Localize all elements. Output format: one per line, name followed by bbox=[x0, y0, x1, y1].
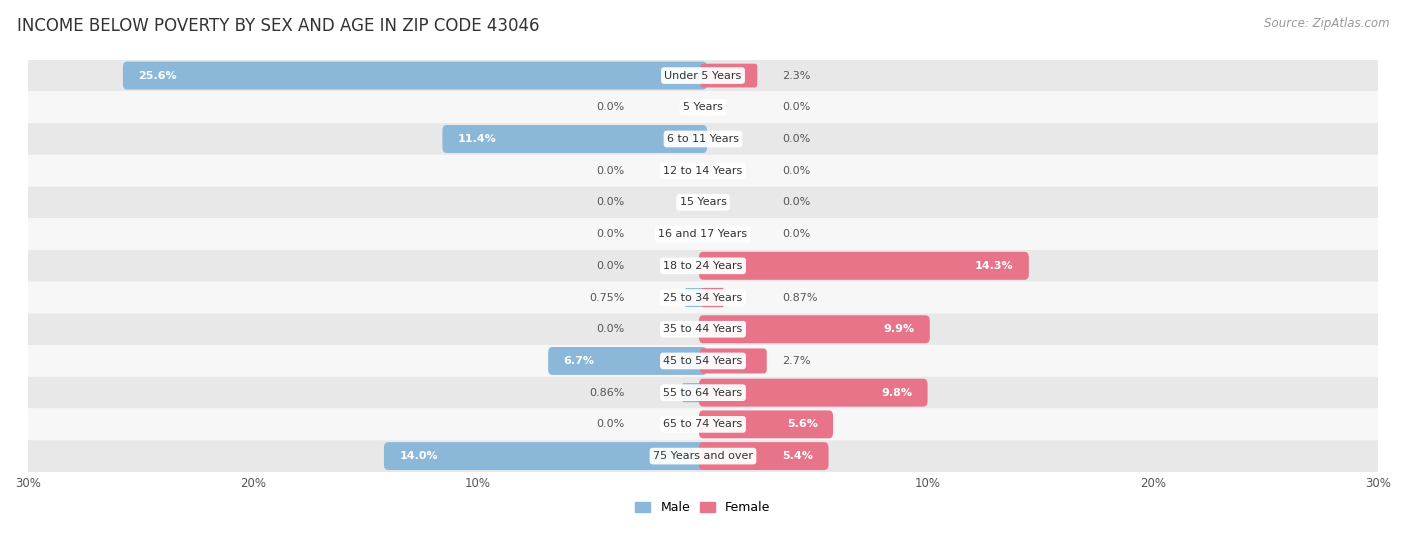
Text: 16 and 17 Years: 16 and 17 Years bbox=[658, 229, 748, 239]
FancyBboxPatch shape bbox=[28, 155, 1378, 187]
FancyBboxPatch shape bbox=[699, 315, 929, 343]
FancyBboxPatch shape bbox=[700, 348, 766, 373]
FancyBboxPatch shape bbox=[28, 282, 1378, 314]
FancyBboxPatch shape bbox=[699, 252, 1029, 280]
Text: 2.7%: 2.7% bbox=[782, 356, 810, 366]
Text: 0.0%: 0.0% bbox=[596, 419, 624, 429]
Text: 0.0%: 0.0% bbox=[782, 165, 810, 176]
FancyBboxPatch shape bbox=[28, 218, 1378, 250]
Text: 0.86%: 0.86% bbox=[589, 387, 624, 397]
FancyBboxPatch shape bbox=[28, 60, 1378, 92]
Text: 14.3%: 14.3% bbox=[974, 261, 1014, 271]
Text: 14.0%: 14.0% bbox=[399, 451, 437, 461]
FancyBboxPatch shape bbox=[28, 314, 1378, 345]
FancyBboxPatch shape bbox=[685, 288, 704, 307]
Text: 9.8%: 9.8% bbox=[882, 387, 912, 397]
Text: 55 to 64 Years: 55 to 64 Years bbox=[664, 387, 742, 397]
FancyBboxPatch shape bbox=[122, 61, 707, 89]
Text: 0.0%: 0.0% bbox=[782, 102, 810, 112]
Text: 0.87%: 0.87% bbox=[782, 292, 817, 302]
FancyBboxPatch shape bbox=[702, 288, 724, 307]
Text: Source: ZipAtlas.com: Source: ZipAtlas.com bbox=[1264, 17, 1389, 30]
Text: 0.0%: 0.0% bbox=[782, 229, 810, 239]
FancyBboxPatch shape bbox=[28, 377, 1378, 409]
Text: 9.9%: 9.9% bbox=[883, 324, 914, 334]
FancyBboxPatch shape bbox=[28, 187, 1378, 218]
Text: 15 Years: 15 Years bbox=[679, 197, 727, 207]
FancyBboxPatch shape bbox=[699, 442, 828, 470]
Text: 0.0%: 0.0% bbox=[596, 102, 624, 112]
Text: 45 to 54 Years: 45 to 54 Years bbox=[664, 356, 742, 366]
Text: 0.75%: 0.75% bbox=[589, 292, 624, 302]
Text: 75 Years and over: 75 Years and over bbox=[652, 451, 754, 461]
Text: 6.7%: 6.7% bbox=[564, 356, 595, 366]
Text: 5.6%: 5.6% bbox=[787, 419, 818, 429]
Text: 25 to 34 Years: 25 to 34 Years bbox=[664, 292, 742, 302]
Text: 65 to 74 Years: 65 to 74 Years bbox=[664, 419, 742, 429]
Text: 25.6%: 25.6% bbox=[138, 70, 177, 80]
Text: 0.0%: 0.0% bbox=[782, 134, 810, 144]
Text: 5 Years: 5 Years bbox=[683, 102, 723, 112]
Text: 2.3%: 2.3% bbox=[782, 70, 810, 80]
FancyBboxPatch shape bbox=[28, 440, 1378, 472]
Text: 0.0%: 0.0% bbox=[596, 261, 624, 271]
FancyBboxPatch shape bbox=[28, 92, 1378, 123]
FancyBboxPatch shape bbox=[28, 123, 1378, 155]
Text: 6 to 11 Years: 6 to 11 Years bbox=[666, 134, 740, 144]
FancyBboxPatch shape bbox=[443, 125, 707, 153]
Text: 0.0%: 0.0% bbox=[596, 165, 624, 176]
Text: 0.0%: 0.0% bbox=[596, 197, 624, 207]
Text: 11.4%: 11.4% bbox=[458, 134, 496, 144]
Text: 12 to 14 Years: 12 to 14 Years bbox=[664, 165, 742, 176]
FancyBboxPatch shape bbox=[28, 409, 1378, 440]
FancyBboxPatch shape bbox=[700, 64, 758, 87]
FancyBboxPatch shape bbox=[384, 442, 707, 470]
Text: 5.4%: 5.4% bbox=[782, 451, 813, 461]
FancyBboxPatch shape bbox=[28, 250, 1378, 282]
Text: 35 to 44 Years: 35 to 44 Years bbox=[664, 324, 742, 334]
FancyBboxPatch shape bbox=[699, 378, 928, 406]
Text: INCOME BELOW POVERTY BY SEX AND AGE IN ZIP CODE 43046: INCOME BELOW POVERTY BY SEX AND AGE IN Z… bbox=[17, 17, 540, 35]
FancyBboxPatch shape bbox=[699, 410, 834, 438]
Legend: Male, Female: Male, Female bbox=[630, 496, 776, 519]
Text: Under 5 Years: Under 5 Years bbox=[665, 70, 741, 80]
FancyBboxPatch shape bbox=[28, 345, 1378, 377]
FancyBboxPatch shape bbox=[683, 383, 704, 402]
Text: 0.0%: 0.0% bbox=[596, 229, 624, 239]
FancyBboxPatch shape bbox=[548, 347, 707, 375]
Text: 0.0%: 0.0% bbox=[596, 324, 624, 334]
Text: 0.0%: 0.0% bbox=[782, 197, 810, 207]
Text: 18 to 24 Years: 18 to 24 Years bbox=[664, 261, 742, 271]
